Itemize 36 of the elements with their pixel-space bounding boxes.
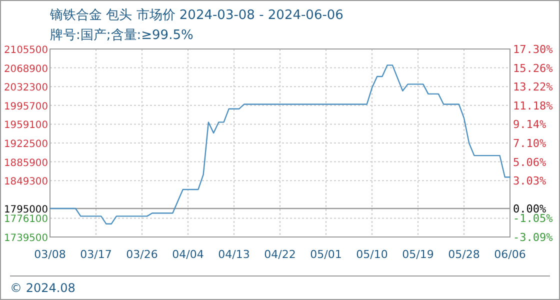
- x-tick-label: 03/08: [34, 248, 66, 261]
- y-tick-label: 1739500: [4, 233, 49, 244]
- y2-tick-label: 9.14%: [513, 118, 546, 132]
- x-tick-label: 05/19: [402, 248, 434, 261]
- y2-tick-label: 15.26%: [513, 62, 554, 75]
- y2-tick-label: 17.30%: [513, 43, 554, 56]
- y2-tick-label: -1.05%: [513, 212, 554, 226]
- x-tick-label: 04/04: [172, 248, 204, 261]
- y2-tick-label: 13.22%: [513, 80, 554, 94]
- y-tick-label: 1776100: [4, 214, 49, 226]
- y-tick-label: 1885900: [4, 158, 49, 169]
- y-tick-label: 2105500: [4, 45, 49, 56]
- line-series: [49, 64, 511, 224]
- chart-subtitle: 牌号:国产;含量:≥99.5%: [50, 28, 194, 43]
- x-tick-label: 05/28: [448, 248, 480, 261]
- x-tick-label: 05/10: [356, 248, 388, 261]
- text: © 2024.08: [10, 281, 76, 295]
- y2-tick-label: 11.18%: [513, 99, 554, 112]
- y2-tick-label: 3.03%: [513, 174, 546, 188]
- y-tick-label: 1795000: [4, 204, 49, 216]
- x-tick-label: 03/26: [126, 248, 158, 261]
- y2-tick-label: -3.09%: [513, 231, 554, 244]
- y-tick-label: 2032300: [4, 82, 49, 94]
- y-tick-label: 1849300: [4, 176, 49, 188]
- x-tick-label: 04/13: [218, 248, 250, 261]
- x-tick-label: 03/17: [80, 248, 112, 261]
- y-tick-label: 1959100: [4, 120, 49, 132]
- y-tick-label: 2068900: [4, 64, 49, 75]
- chart-title: 镝铁合金 包头 市场价 2024-03-08 - 2024-06-06: [49, 8, 344, 23]
- y2-tick-label: 5.06%: [513, 156, 546, 169]
- x-tick-label: 04/22: [264, 248, 296, 261]
- x-tick-label: 05/01: [310, 248, 342, 261]
- x-tick-label: 06/06: [494, 248, 526, 261]
- y-tick-label: 1995700: [4, 101, 49, 112]
- y2-tick-label: 7.10%: [513, 137, 546, 150]
- y-tick-label: 1922500: [4, 139, 49, 150]
